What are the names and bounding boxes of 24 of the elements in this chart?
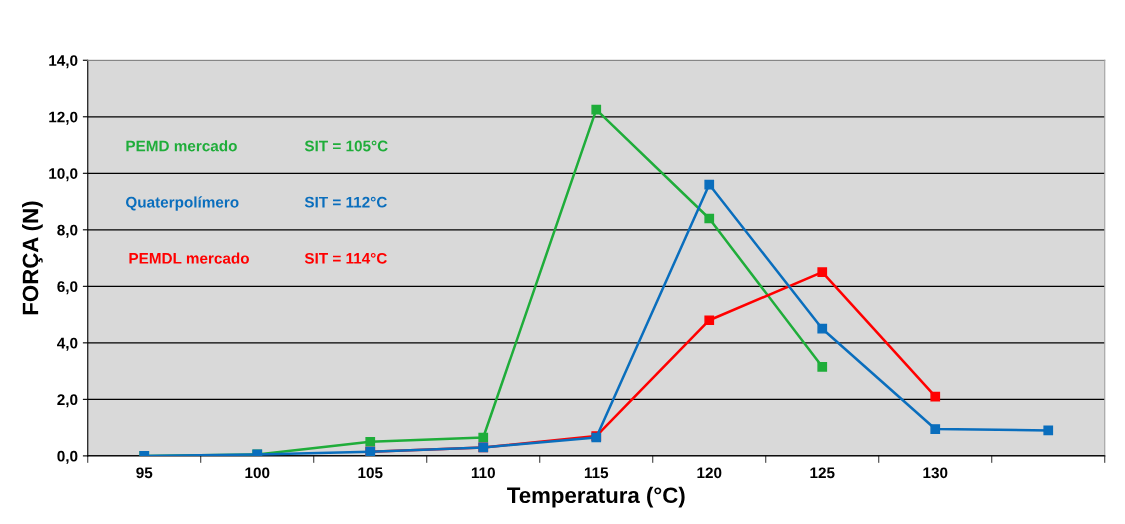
y-tick-label: 2,0: [57, 394, 78, 408]
text: Quaterpolímero: [126, 196, 239, 211]
text: PEMDL mercado: [129, 252, 249, 264]
x-tick-label: 110: [471, 467, 495, 479]
y-tick-label: 10,0: [49, 168, 78, 182]
x-tick-label: 115: [584, 467, 609, 479]
x-tick-label: 125: [810, 467, 835, 479]
x-tick-label: 120: [697, 467, 722, 479]
text: PEMD mercado: [126, 140, 237, 152]
x-tick-label: 95: [136, 467, 153, 479]
y-tick-label: 0,0: [57, 450, 78, 464]
x-tick-label: 130: [923, 467, 948, 479]
annotation: SIT = 112°C: [304, 196, 387, 208]
y-axis-title: FORÇA (N): [22, 201, 43, 315]
annotation: SIT = 114°C: [304, 252, 387, 264]
annotation: SIT = 105°C: [304, 140, 388, 152]
y-tick-label: 4,0: [57, 337, 78, 351]
x-axis-title: Temperatura (°C): [507, 486, 685, 508]
y-tick-label: 6,0: [57, 281, 78, 295]
x-tick-label: 105: [358, 467, 383, 479]
y-tick-label: 8,0: [57, 224, 78, 238]
x-tick-label: 100: [245, 467, 270, 479]
y-tick-label: 14,0: [49, 55, 78, 69]
y-tick-label: 12,0: [49, 111, 78, 125]
